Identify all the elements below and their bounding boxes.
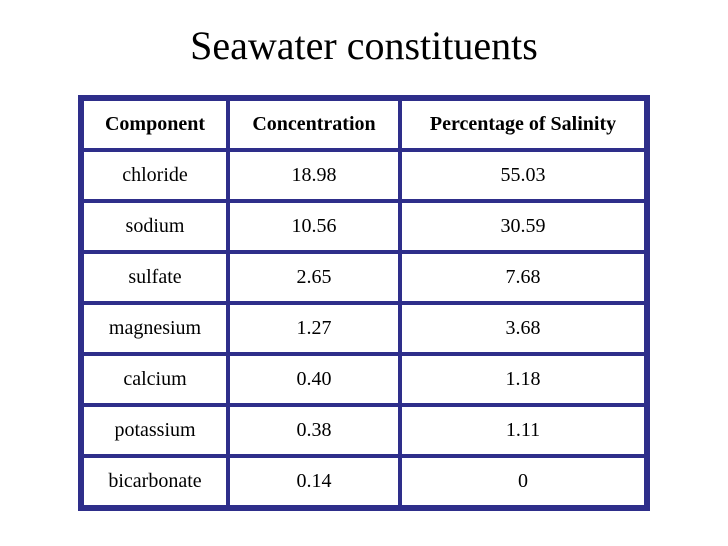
- cell-concentration: 0.40: [230, 356, 398, 403]
- cell-concentration: 2.65: [230, 254, 398, 301]
- cell-component: sodium: [84, 203, 226, 250]
- table-row: chloride 18.98 55.03: [84, 152, 644, 199]
- table-row: calcium 0.40 1.18: [84, 356, 644, 403]
- slide-title: Seawater constituents: [190, 23, 538, 68]
- table-row: bicarbonate 0.14 0: [84, 458, 644, 505]
- cell-percentage: 0: [402, 458, 644, 505]
- cell-component: chloride: [84, 152, 226, 199]
- table-row: potassium 0.38 1.11: [84, 407, 644, 454]
- cell-percentage: 30.59: [402, 203, 644, 250]
- cell-concentration: 10.56: [230, 203, 398, 250]
- header-percentage: Percentage of Salinity: [402, 101, 644, 148]
- cell-percentage: 1.11: [402, 407, 644, 454]
- cell-component: magnesium: [84, 305, 226, 352]
- header-concentration: Concentration: [230, 101, 398, 148]
- cell-component: potassium: [84, 407, 226, 454]
- cell-component: sulfate: [84, 254, 226, 301]
- table-frame: Component Concentration Percentage of Sa…: [78, 95, 650, 511]
- cell-percentage: 7.68: [402, 254, 644, 301]
- cell-concentration: 0.14: [230, 458, 398, 505]
- cell-concentration: 0.38: [230, 407, 398, 454]
- header-component: Component: [84, 101, 226, 148]
- table-row: sulfate 2.65 7.68: [84, 254, 644, 301]
- cell-component: calcium: [84, 356, 226, 403]
- cell-component: bicarbonate: [84, 458, 226, 505]
- table-row: magnesium 1.27 3.68: [84, 305, 644, 352]
- seawater-table: Component Concentration Percentage of Sa…: [80, 97, 648, 509]
- table-header-row: Component Concentration Percentage of Sa…: [84, 101, 644, 148]
- cell-concentration: 1.27: [230, 305, 398, 352]
- table-row: sodium 10.56 30.59: [84, 203, 644, 250]
- cell-percentage: 3.68: [402, 305, 644, 352]
- cell-concentration: 18.98: [230, 152, 398, 199]
- cell-percentage: 55.03: [402, 152, 644, 199]
- cell-percentage: 1.18: [402, 356, 644, 403]
